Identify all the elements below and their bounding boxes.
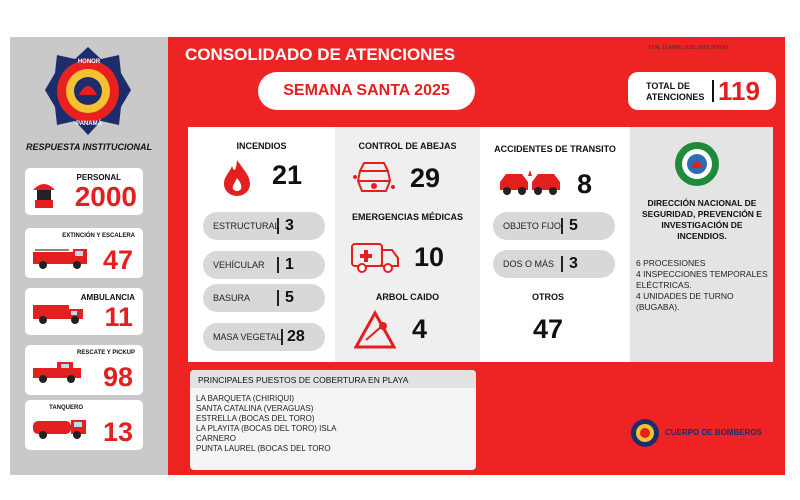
beehive-icon: [353, 162, 395, 192]
section-value: 8: [577, 169, 593, 199]
divider: [712, 80, 714, 102]
section-title: ACCIDENTES DE TRANSITO: [494, 144, 616, 154]
section-value: 21: [272, 160, 303, 190]
unit-card: PERSONAL 2000: [25, 168, 143, 215]
item-pill: DOS O MÁS 3: [493, 250, 615, 278]
truck-icon: [33, 249, 87, 269]
item-value: 5: [285, 289, 294, 306]
item-label: MASA VEGETAL: [213, 332, 282, 342]
item-pill: OBJETO FIJO 5: [493, 212, 615, 240]
unit-value: 11: [104, 302, 133, 332]
logo: [45, 47, 131, 135]
item-label: OBJETO FIJO: [503, 221, 561, 231]
section-value: 29: [410, 163, 441, 193]
beaches-title: PRINCIPALES PUESTOS DE COBERTURA EN PLAY…: [198, 375, 409, 385]
footer-logo-text: CUERPO DE BOMBEROS: [665, 428, 762, 437]
beach-item: LA PLAYITA (BOCAS DEL TORO) ISLA: [196, 424, 337, 433]
beaches-box: PRINCIPALES PUESTOS DE COBERTURA EN PLAY…: [190, 370, 476, 470]
section-value: 10: [414, 242, 445, 272]
unit-card: RESCATE Y PICKUP 98: [25, 345, 143, 395]
unit-label: RESCATE Y PICKUP: [76, 350, 135, 356]
dnspi-logo: [675, 142, 719, 186]
firefighter-icon: [33, 184, 55, 208]
fire-icon: [224, 160, 250, 196]
logo-top: HONOR: [77, 59, 101, 65]
column: [480, 127, 630, 362]
beach-item: LA BARQUETA (CHIRIQUI): [196, 394, 295, 403]
item-pill: BASURA 5: [203, 284, 325, 312]
item-pill: VEHÍCULAR 1: [203, 251, 325, 279]
dnspi-line: 4 INSPECCIONES TEMPORALES ELÉCTRICAS.: [636, 269, 768, 290]
item-value: 5: [569, 217, 578, 234]
item-pill: ESTRUCTURAL 3: [203, 212, 325, 240]
section-title: INCENDIOS: [236, 141, 287, 151]
section-title: EMERGENCIAS MÉDICAS: [351, 212, 463, 222]
section-title: CONTROL DE ABEJAS: [358, 141, 457, 151]
unit-label: PERSONAL: [76, 173, 121, 182]
item-value: 3: [569, 255, 578, 272]
item-pill: MASA VEGETAL 28: [203, 323, 325, 351]
ambulance-icon: [351, 243, 399, 273]
total-value: 119: [718, 76, 760, 106]
beach-item: SANTA CATALINA (VERAGUAS): [196, 404, 314, 413]
unit-value: 2000: [74, 181, 137, 212]
dnspi-line: 4 UNIDADES DE TURNO (BUGABA).: [636, 291, 734, 312]
unit-label: AMBULANCIA: [80, 293, 135, 302]
car-crash-icon: [500, 170, 560, 195]
section-title: ARBOL CAIDO: [375, 292, 440, 302]
ambulance-icon: [33, 305, 83, 324]
unit-card: EXTINCIÓN Y ESCALERA 47: [25, 228, 143, 278]
beaches-list: LA BARQUETA (CHIRIQUI) SANTA CATALINA (V…: [196, 394, 337, 454]
unit-label: TANQUERO: [49, 405, 83, 411]
sidebar-heading: RESPUESTA INSTITUCIONAL: [25, 142, 152, 152]
dnspi-title: DIRECCIÓN NACIONAL DE SEGURIDAD, PREVENC…: [642, 198, 762, 241]
footer-logo: [631, 419, 659, 447]
unit-value: 13: [102, 417, 133, 447]
tanker-icon: [33, 420, 86, 439]
date: 17 AL 18 ABRIL 2025, 0600 HORAS: [648, 45, 729, 51]
unit-card: AMBULANCIA 11: [25, 288, 143, 335]
section-title: OTROS: [531, 292, 564, 302]
column: [188, 127, 335, 362]
unit-value: 98: [102, 362, 133, 392]
title: CONSOLIDADO DE ATENCIONES: [185, 45, 456, 64]
total-label: TOTAL DE ATENCIONES: [646, 81, 705, 102]
dnspi-line: 6 PROCESIONES: [636, 258, 706, 268]
item-value: 3: [285, 217, 294, 234]
item-label: ESTRUCTURAL: [213, 221, 280, 231]
section-value: 4: [412, 314, 428, 344]
tree-warning-icon: [354, 310, 396, 349]
unit-value: 47: [102, 245, 133, 275]
beach-item: ESTRELLA (BOCAS DEL TORO): [196, 414, 315, 423]
item-label: BASURA: [213, 293, 251, 303]
section-value: 47: [532, 314, 564, 344]
subtitle-pill: SEMANA SANTA 2025: [258, 72, 475, 110]
beach-item: CARNERO: [196, 434, 237, 443]
item-label: DOS O MÁS: [503, 259, 555, 269]
dnspi-list: 6 PROCESIONES 4 INSPECCIONES TEMPORALES …: [636, 258, 768, 313]
pickup-icon: [33, 362, 81, 383]
item-value: 1: [285, 256, 294, 273]
unit-label: EXTINCIÓN Y ESCALERA: [62, 233, 135, 239]
unit-card: TANQUERO 13: [25, 400, 143, 450]
total-box: TOTAL DE ATENCIONES 119: [628, 72, 776, 110]
beach-item: PUNTA LAUREL (BOCAS DEL TORO: [196, 444, 331, 453]
item-label: VEHÍCULAR: [213, 260, 265, 270]
logo-bottom: PANAMÁ: [76, 121, 102, 127]
item-value: 28: [287, 328, 305, 345]
